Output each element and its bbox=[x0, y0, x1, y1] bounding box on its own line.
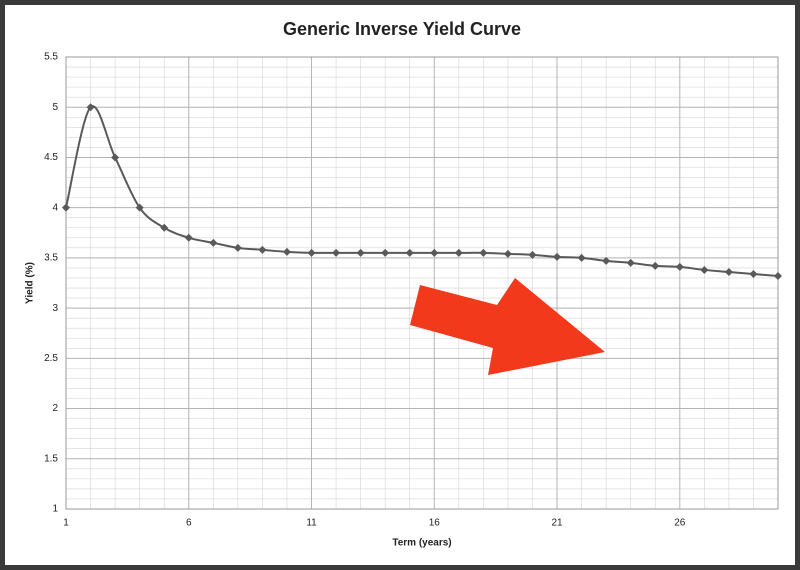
data-point bbox=[111, 153, 120, 162]
data-point bbox=[553, 252, 562, 261]
y-tick-label: 5 bbox=[52, 102, 58, 113]
x-tick-label: 16 bbox=[429, 518, 441, 529]
y-tick-label: 3 bbox=[52, 303, 58, 314]
data-point bbox=[62, 203, 70, 212]
grid: 11.522.533.544.555.51 6 11 16 21 26 bbox=[44, 52, 779, 529]
red-arrow bbox=[410, 278, 605, 375]
data-point bbox=[430, 248, 439, 257]
y-tick-label: 3.5 bbox=[44, 253, 58, 264]
data-point bbox=[356, 248, 365, 257]
data-point bbox=[135, 203, 144, 212]
data-point bbox=[454, 248, 463, 257]
data-point bbox=[503, 249, 512, 258]
data-point bbox=[258, 245, 267, 254]
x-tick-label: 26 bbox=[674, 518, 686, 529]
data-point bbox=[405, 248, 414, 257]
x-tick-label: 21 bbox=[551, 518, 563, 529]
data-point bbox=[626, 258, 635, 267]
chart-title: Generic Inverse Yield Curve bbox=[283, 19, 521, 39]
data-point bbox=[381, 248, 390, 257]
y-tick-label: 5.5 bbox=[44, 52, 58, 63]
data-point bbox=[749, 269, 758, 278]
plot-border bbox=[65, 56, 779, 510]
data-point bbox=[700, 265, 709, 274]
data-point bbox=[577, 253, 586, 262]
data-point bbox=[724, 267, 733, 276]
data-point bbox=[332, 248, 341, 257]
data-point bbox=[160, 223, 169, 232]
plot bbox=[62, 103, 782, 280]
x-tick-label: 11 bbox=[306, 518, 317, 529]
data-point bbox=[282, 247, 291, 256]
y-tick-label: 2 bbox=[52, 403, 58, 414]
data-point bbox=[479, 248, 488, 257]
data-point bbox=[651, 261, 660, 270]
y-axis-label: Yield (%) bbox=[25, 262, 36, 304]
data-point bbox=[307, 248, 316, 257]
data-point bbox=[86, 103, 95, 112]
y-tick-label: 1.5 bbox=[44, 453, 58, 464]
data-point bbox=[774, 271, 782, 280]
data-point bbox=[675, 262, 684, 271]
data-point bbox=[233, 243, 242, 252]
x-tick-label: 6 bbox=[186, 518, 192, 529]
x-axis-label: Term (years) bbox=[392, 538, 451, 549]
chart-background bbox=[5, 5, 795, 565]
x-tick-label: 1 bbox=[63, 518, 69, 529]
y-tick-label: 1 bbox=[52, 504, 58, 515]
y-tick-label: 2.5 bbox=[44, 353, 58, 364]
data-point bbox=[602, 256, 611, 265]
data-point bbox=[528, 250, 537, 259]
y-tick-label: 4.5 bbox=[44, 152, 58, 163]
data-point bbox=[209, 238, 218, 247]
y-tick-label: 4 bbox=[52, 202, 58, 213]
data-point bbox=[184, 233, 193, 242]
